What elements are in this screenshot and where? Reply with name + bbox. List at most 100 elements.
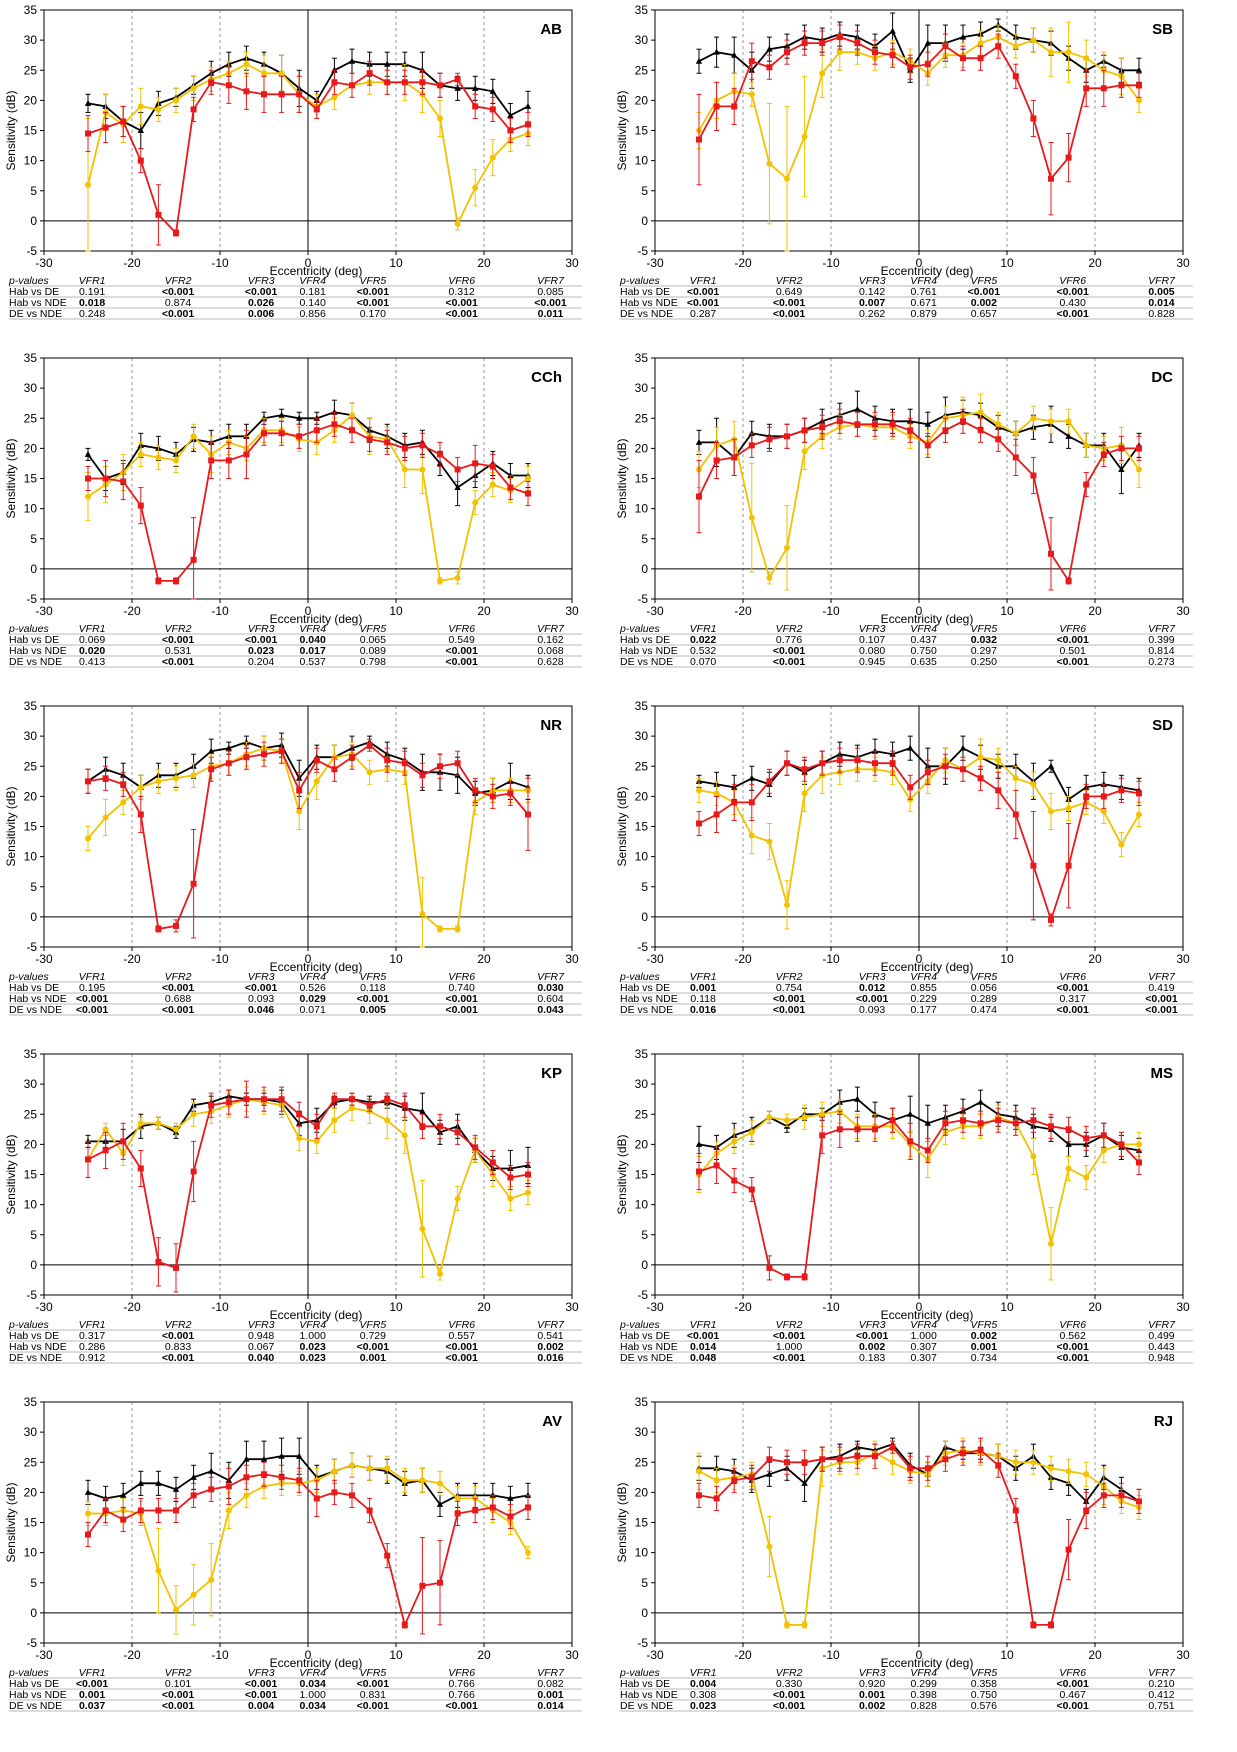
y-axis-title: Sensitivity (dB) bbox=[615, 786, 629, 866]
data-point bbox=[784, 760, 790, 767]
y-tick-label: 0 bbox=[30, 1258, 37, 1272]
p-value-cell: 0.308 bbox=[690, 1689, 716, 1701]
series-1 bbox=[85, 738, 531, 939]
data-point bbox=[384, 1552, 391, 1559]
data-point bbox=[208, 1576, 215, 1583]
data-point bbox=[713, 457, 720, 464]
y-tick-label: 10 bbox=[635, 1198, 649, 1212]
p-value-cell: 0.307 bbox=[911, 1341, 937, 1353]
y-tick-label: 15 bbox=[24, 1516, 38, 1530]
data-point bbox=[525, 811, 531, 818]
y-axis-title: Sensitivity (dB) bbox=[4, 438, 18, 518]
data-point bbox=[84, 450, 92, 457]
data-point bbox=[995, 43, 1002, 50]
series-1 bbox=[85, 1080, 531, 1293]
x-tick-label: -30 bbox=[35, 1648, 53, 1662]
y-tick-label: 0 bbox=[30, 1606, 37, 1620]
x-tick-label: 20 bbox=[477, 952, 491, 966]
p-value-cell: 0.048 bbox=[690, 1352, 716, 1364]
data-point bbox=[525, 1504, 531, 1511]
p-value-cell: 1.000 bbox=[300, 1330, 326, 1342]
data-point bbox=[854, 1095, 861, 1102]
data-point bbox=[454, 76, 461, 83]
data-point bbox=[454, 1510, 461, 1517]
p-value-cell: 0.754 bbox=[776, 982, 802, 994]
p-value-table: p-values VFR1 VFR2 VFR3 VFR4 VFR5 VFR6 VFR7 Hab … bbox=[8, 623, 582, 668]
data-point bbox=[349, 1105, 355, 1112]
data-point bbox=[872, 49, 878, 56]
x-tick-label: 0 bbox=[916, 604, 923, 618]
y-tick-label: 20 bbox=[24, 1485, 38, 1499]
data-point bbox=[454, 1129, 461, 1136]
x-tick-label: -10 bbox=[822, 604, 840, 618]
data-point bbox=[507, 790, 514, 797]
p-value-cell: <0.001 bbox=[856, 993, 889, 1005]
data-point bbox=[836, 757, 843, 764]
data-point bbox=[1048, 550, 1054, 557]
p-value-cell: <0.001 bbox=[162, 1700, 195, 1712]
data-point bbox=[472, 787, 479, 794]
stats-column-header: VFR5 bbox=[359, 275, 386, 287]
y-tick-label: 20 bbox=[24, 441, 38, 455]
data-point bbox=[836, 49, 843, 56]
data-point bbox=[889, 52, 896, 59]
data-point bbox=[190, 1168, 197, 1175]
p-value-cell: 0.657 bbox=[971, 308, 997, 320]
p-value-cell: 0.023 bbox=[300, 1352, 326, 1364]
data-point bbox=[766, 1264, 773, 1271]
y-tick-label: -5 bbox=[26, 244, 37, 258]
p-value-table: p-values VFR1 VFR2 VFR3 VFR4 VFR5 VFR6 VFR7 Hab … bbox=[619, 623, 1193, 668]
p-value-cell: <0.001 bbox=[773, 1700, 806, 1712]
data-point bbox=[102, 475, 109, 482]
data-point bbox=[349, 1096, 355, 1103]
data-point bbox=[120, 478, 127, 485]
data-point bbox=[872, 421, 878, 428]
p-value-cell: 0.037 bbox=[79, 1700, 105, 1712]
data-point bbox=[696, 1168, 702, 1175]
data-point bbox=[1118, 465, 1125, 472]
data-point bbox=[507, 484, 514, 491]
data-point bbox=[977, 40, 984, 47]
stats-row-label: Hab vs DE bbox=[620, 634, 670, 646]
p-value-cell: 0.501 bbox=[1060, 645, 1086, 657]
data-point bbox=[1012, 454, 1019, 461]
data-point bbox=[1030, 1117, 1037, 1124]
data-point bbox=[190, 1591, 197, 1598]
data-point bbox=[419, 1582, 426, 1589]
p-value-cell: <0.001 bbox=[773, 1689, 806, 1701]
panel-ms: -5 0 5 10 15 20 25 30 35 -30 -20 -10 0 10 20 30 Eccentri… bbox=[615, 1047, 1193, 1364]
data-point bbox=[85, 1510, 91, 1517]
data-point bbox=[349, 1462, 355, 1469]
stats-row-label: DE vs NDE bbox=[620, 308, 673, 320]
data-point bbox=[801, 1459, 808, 1466]
data-point bbox=[401, 1102, 408, 1109]
stats-row-label: Hab vs NDE bbox=[9, 993, 67, 1005]
p-value-cell: 0.018 bbox=[79, 297, 105, 309]
data-point bbox=[1136, 1498, 1142, 1505]
panel-label: SD bbox=[1152, 717, 1173, 734]
data-point bbox=[489, 1504, 496, 1511]
stats-column-header: VFR3 bbox=[248, 275, 275, 287]
p-value-cell: 0.317 bbox=[79, 1330, 105, 1342]
data-point bbox=[524, 102, 532, 109]
data-point bbox=[1030, 862, 1037, 869]
y-tick-label: 35 bbox=[635, 3, 649, 17]
data-point bbox=[85, 778, 91, 785]
stats-column-header: VFR7 bbox=[537, 275, 565, 287]
data-point bbox=[924, 61, 931, 68]
p-value-cell: <0.001 bbox=[245, 286, 278, 298]
data-point bbox=[713, 103, 720, 110]
y-tick-label: -5 bbox=[637, 592, 648, 606]
data-point bbox=[1030, 37, 1037, 44]
data-point bbox=[766, 574, 773, 581]
data-point bbox=[766, 160, 773, 167]
stats-row-label: Hab vs DE bbox=[620, 982, 670, 994]
stats-row-label: Hab vs NDE bbox=[620, 297, 678, 309]
data-point bbox=[1048, 1240, 1054, 1247]
stats-row-label: Hab vs DE bbox=[9, 1678, 59, 1690]
series-1 bbox=[85, 60, 531, 246]
x-tick-label: 0 bbox=[305, 952, 312, 966]
series-1 bbox=[696, 24, 1142, 216]
p-value-cell: 0.089 bbox=[360, 645, 386, 657]
data-point bbox=[995, 436, 1002, 443]
